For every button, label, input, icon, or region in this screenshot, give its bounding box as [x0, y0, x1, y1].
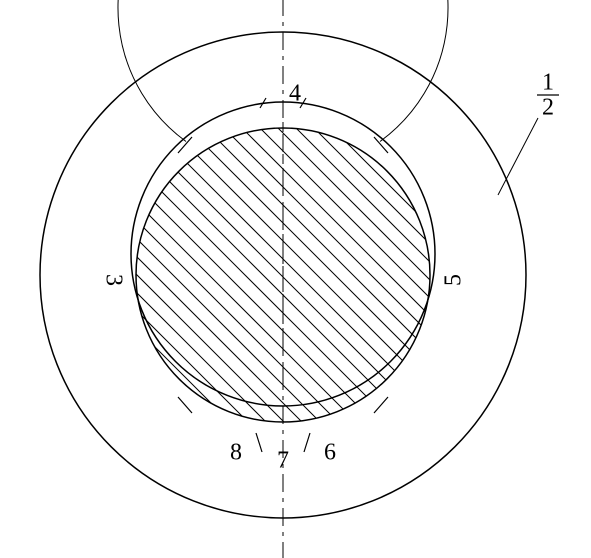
label-4: 4	[289, 81, 301, 107]
label-5: 5	[441, 274, 467, 286]
diagram-svg: 4 3 5 8 6 7 12	[0, 0, 591, 558]
label-6: 6	[324, 440, 336, 466]
label-2: 2	[542, 95, 554, 121]
label-7: 7	[277, 448, 289, 474]
label-3: 3	[100, 274, 126, 286]
label-1: 1	[542, 70, 554, 96]
label-8: 8	[230, 440, 242, 466]
